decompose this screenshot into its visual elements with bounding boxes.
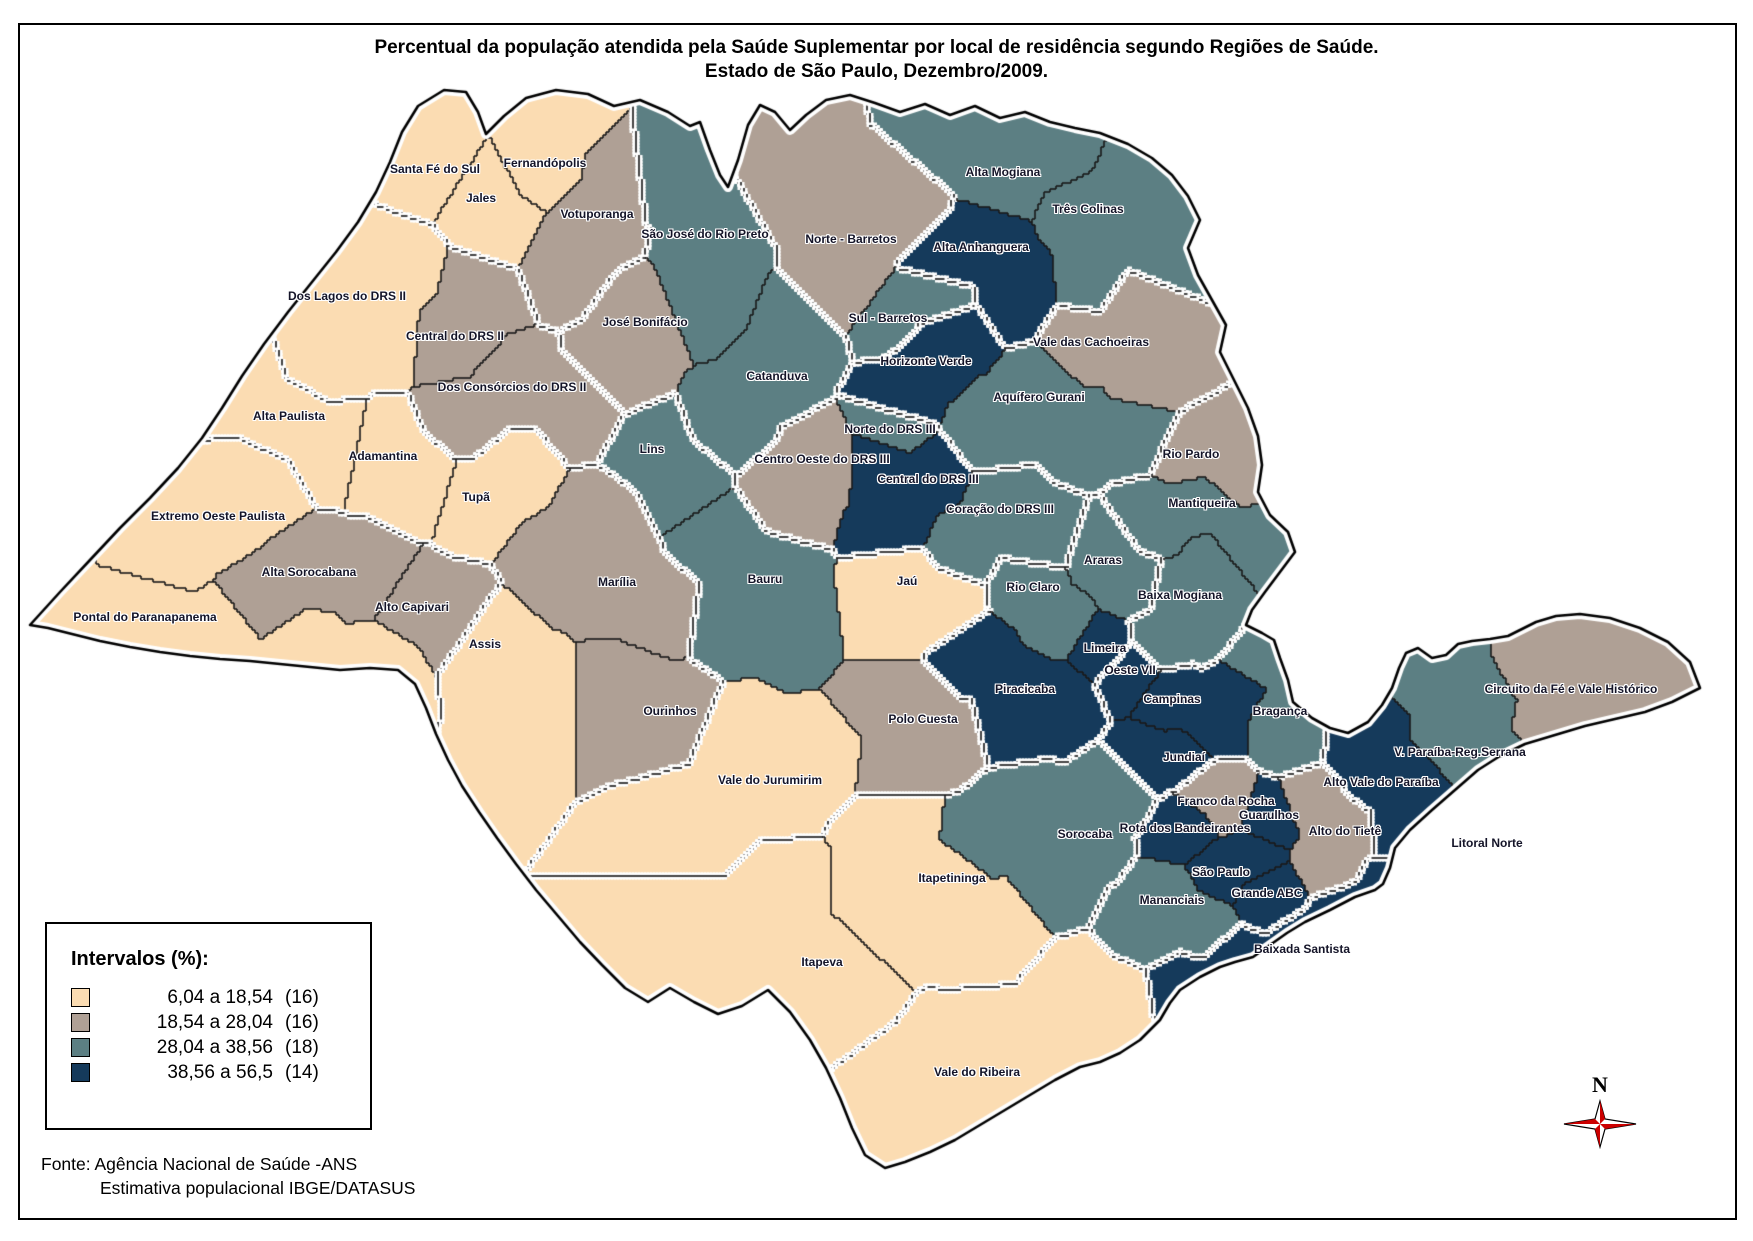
legend-count-3: (14) (285, 1061, 319, 1083)
legend-swatch-3 (71, 1063, 90, 1082)
map-title-line1: Percentual da população atendida pela Sa… (374, 37, 1379, 58)
legend-swatch-0 (71, 988, 90, 1007)
legend-title: Intervalos (%): (71, 948, 209, 970)
source-line1: Fonte: Agência Nacional de Saúde -ANS (41, 1154, 358, 1174)
map-title: Percentual da população atendida pela Sa… (0, 36, 1753, 84)
legend-item-0: 6,04 a 18,54 (16) (71, 985, 370, 1010)
legend-items: 6,04 a 18,54 (16) 18,54 a 28,04 (16) 28,04 a… (71, 985, 370, 1085)
legend-swatch-2 (71, 1038, 90, 1057)
legend-range-2: 28,04 a 38,56 (156, 1036, 273, 1058)
legend-range-1: 18,54 a 28,04 (156, 1011, 273, 1033)
legend-item-3: 38,56 a 56,5 (14) (71, 1060, 370, 1085)
legend-count-2: (18) (285, 1036, 319, 1058)
map-title-line2: Estado de São Paulo, Dezembro/2009. (704, 61, 1049, 82)
source-note: Fonte: Agência Nacional de Saúde -ANS Es… (41, 1152, 415, 1200)
legend-item-1: 18,54 a 28,04 (16) (71, 1010, 370, 1035)
legend-box: Intervalos (%): 6,04 a 18,54 (16) 18,54 a … (45, 922, 372, 1130)
compass-star-icon (1563, 1098, 1637, 1150)
north-label: N (1592, 1072, 1608, 1097)
north-arrow: N (1560, 1072, 1640, 1172)
legend-range-0: 6,04 a 18,54 (167, 986, 273, 1008)
legend-range-3: 38,56 a 56,5 (167, 1061, 273, 1083)
legend-item-2: 28,04 a 38,56 (18) (71, 1035, 370, 1060)
legend-swatch-1 (71, 1013, 90, 1032)
source-line2: Estimativa populacional IBGE/DATASUS (100, 1178, 416, 1198)
legend-count-1: (16) (285, 1011, 319, 1033)
legend-count-0: (16) (285, 986, 319, 1008)
